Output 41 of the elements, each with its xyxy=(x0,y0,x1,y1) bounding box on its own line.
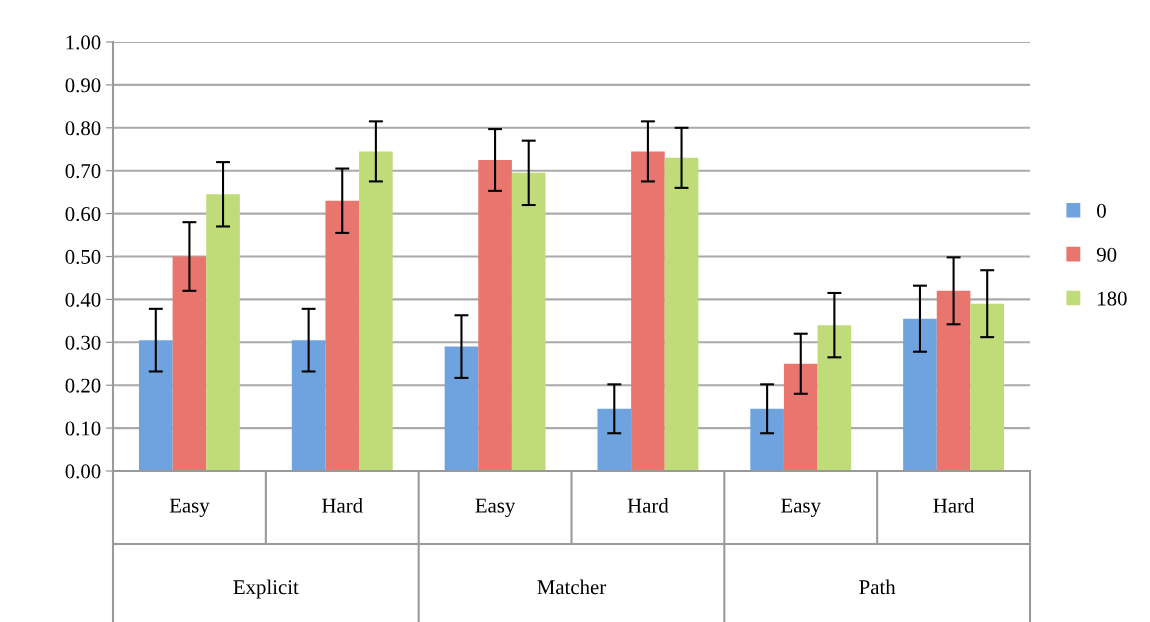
bar xyxy=(597,408,632,471)
bar xyxy=(511,172,546,471)
bar xyxy=(206,194,240,471)
y-tick-label: 0.70 xyxy=(65,164,101,179)
bar xyxy=(172,256,207,471)
bar xyxy=(444,346,479,471)
y-tick-label: 0.60 xyxy=(65,206,101,222)
y-tick-label: 0.00 xyxy=(65,464,101,479)
bar xyxy=(664,157,699,471)
bar xyxy=(970,303,1005,471)
bar xyxy=(903,318,937,471)
y-tick-label: 1.00 xyxy=(66,35,101,50)
bar xyxy=(359,151,393,471)
bar xyxy=(936,290,971,471)
bar xyxy=(750,408,784,471)
legend-label: 90 xyxy=(1096,247,1117,262)
bar xyxy=(325,200,360,471)
text: Matcher xyxy=(537,579,607,595)
y-tick-label: 0.40 xyxy=(65,292,101,307)
legend-label: 0 xyxy=(1097,203,1106,218)
x-tick-label: Easy xyxy=(169,498,210,517)
x-tick-label: Hard xyxy=(322,498,363,513)
bar xyxy=(783,363,818,471)
x-tick-label: Hard xyxy=(933,498,975,513)
bar xyxy=(291,340,326,471)
x-tick-label: Easy xyxy=(475,498,516,517)
y-tick-label: 0.80 xyxy=(65,121,101,136)
bar xyxy=(138,340,173,471)
y-tick-label: 0.30 xyxy=(65,335,101,350)
y-tick-label: 0.10 xyxy=(65,421,101,436)
y-tick-label: 0.20 xyxy=(65,378,101,393)
x-tick-label: Hard xyxy=(627,498,669,513)
bar xyxy=(817,325,852,471)
x-tick-label: Easy xyxy=(781,498,821,517)
y-tick-label: 0.90 xyxy=(65,78,101,93)
text: Path xyxy=(859,579,896,595)
bar xyxy=(478,159,512,471)
bar xyxy=(631,151,665,471)
legend-label: 180 xyxy=(1098,291,1127,306)
text: Explicit xyxy=(233,579,299,599)
y-tick-label: 0.50 xyxy=(65,249,101,265)
